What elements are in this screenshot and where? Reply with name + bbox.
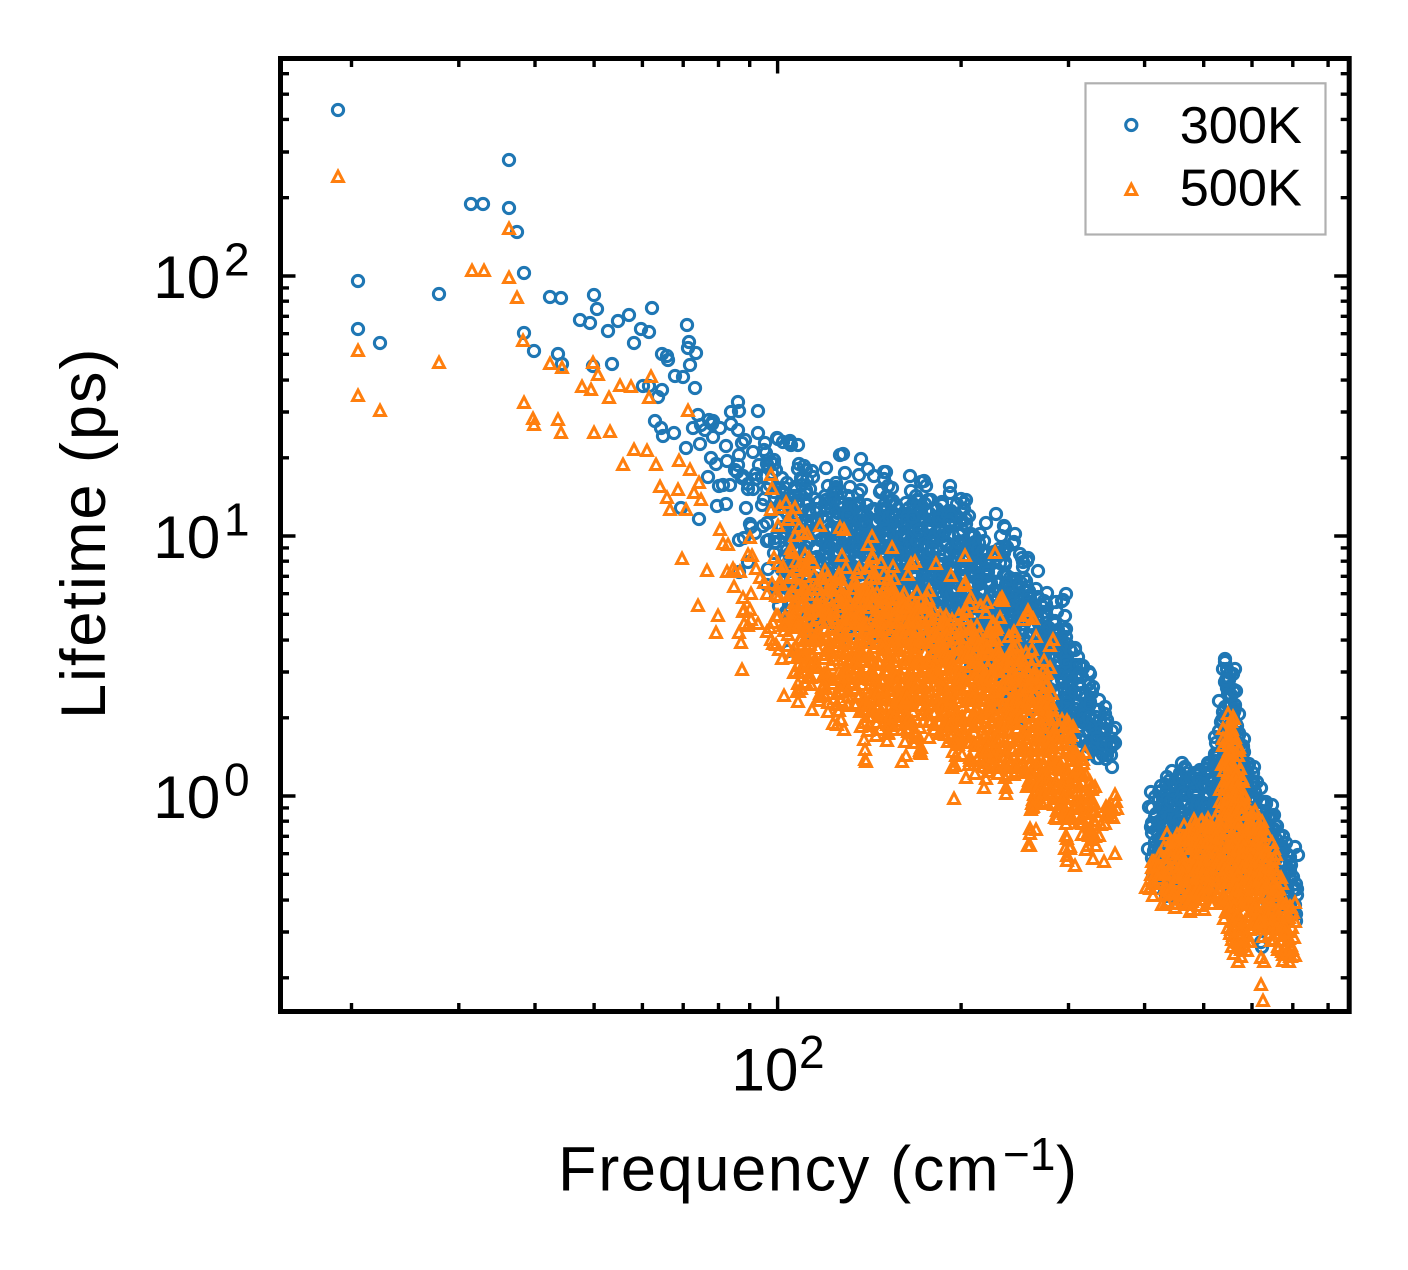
svg-text:−1: −1 (1003, 1128, 1055, 1180)
svg-text:10: 10 (153, 763, 220, 831)
svg-text:Frequency (cm: Frequency (cm (558, 1135, 1000, 1205)
svg-text:2: 2 (224, 234, 250, 286)
svg-text:300K: 300K (1180, 97, 1302, 155)
svg-text:10: 10 (153, 503, 220, 571)
svg-text:): ) (1056, 1135, 1077, 1205)
svg-text:10: 10 (153, 243, 220, 311)
svg-text:Lifetime (ps): Lifetime (ps) (49, 347, 119, 719)
svg-text:10: 10 (731, 1035, 798, 1103)
svg-text:2: 2 (799, 1026, 825, 1078)
svg-text:500K: 500K (1180, 160, 1302, 218)
svg-text:1: 1 (224, 494, 250, 546)
svg-text:0: 0 (224, 754, 250, 806)
